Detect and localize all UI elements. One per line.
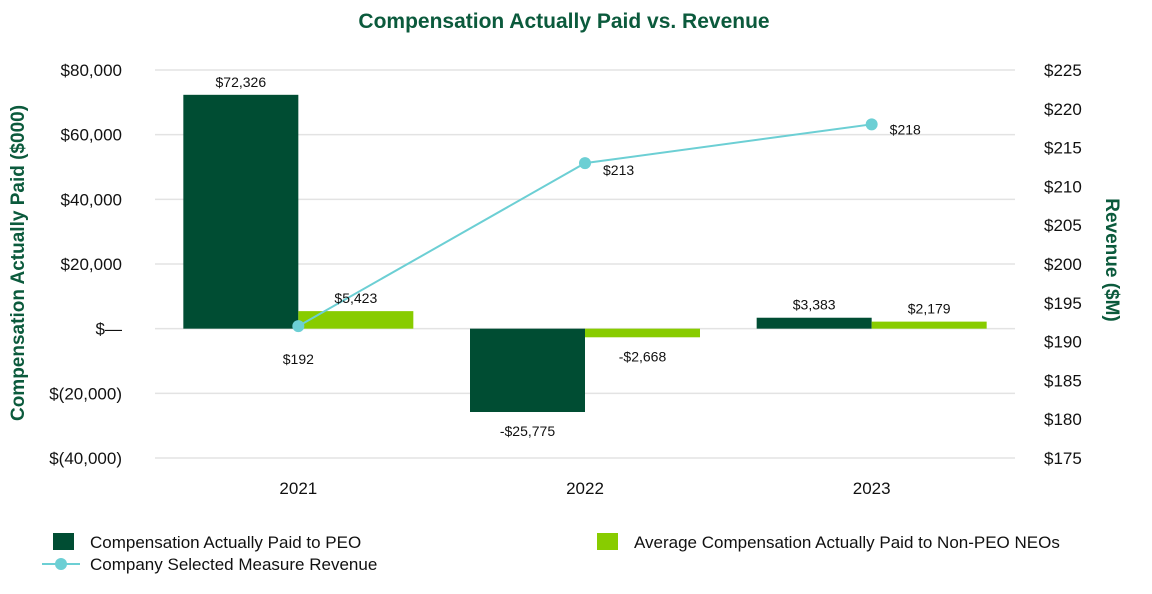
revenue-line-path bbox=[297, 123, 872, 327]
y2-tick-label: $180 bbox=[1044, 410, 1082, 429]
revenue-data-label: $218 bbox=[890, 121, 921, 137]
bar-peo bbox=[756, 317, 872, 329]
x-tick-label: 2023 bbox=[853, 479, 891, 498]
y2-tick-label: $205 bbox=[1044, 216, 1082, 235]
revenue-point bbox=[292, 320, 305, 333]
y-tick-label: $40,000 bbox=[61, 190, 122, 209]
y-tick-label: $(40,000) bbox=[49, 449, 122, 468]
legend-swatch-revenue-marker bbox=[55, 558, 67, 570]
revenue-point bbox=[579, 157, 591, 170]
y2-tick-label: $220 bbox=[1044, 100, 1082, 119]
bars bbox=[183, 94, 987, 413]
y2-tick-label: $185 bbox=[1044, 371, 1082, 390]
y2-tick-label: $200 bbox=[1044, 255, 1082, 274]
legend-label-revenue: Company Selected Measure Revenue bbox=[90, 555, 377, 574]
y2-tick-label: $225 bbox=[1044, 61, 1082, 80]
chart-title: Compensation Actually Paid vs. Revenue bbox=[358, 10, 769, 33]
bar-data-label: -$25,775 bbox=[500, 423, 555, 439]
bar-data-label: $72,326 bbox=[216, 74, 267, 90]
revenue-point bbox=[865, 118, 878, 131]
data-labels: $72,326 -$25,775 $3,383 $5,423 -$2,668 $2,179… bbox=[216, 74, 951, 439]
y2-tick-label: $195 bbox=[1044, 294, 1082, 313]
bar-neo bbox=[871, 321, 987, 329]
legend-label-peo: Compensation Actually Paid to PEO bbox=[90, 533, 361, 552]
bar-neo bbox=[585, 328, 700, 338]
y-tick-label: $(20,000) bbox=[49, 384, 122, 403]
revenue-data-label: $213 bbox=[603, 162, 634, 178]
legend-swatch-peo bbox=[53, 533, 74, 550]
bar-data-label: $3,383 bbox=[793, 297, 836, 313]
y2-axis-title: Revenue ($M) bbox=[1101, 198, 1122, 322]
legend: Compensation Actually Paid to PEO Average… bbox=[42, 533, 1060, 574]
legend-swatch-neo bbox=[597, 533, 618, 550]
y-tick-label: $— bbox=[96, 320, 122, 339]
y-axis-title: Compensation Actually Paid ($000) bbox=[8, 105, 29, 421]
legend-label-neo: Average Compensation Actually Paid to No… bbox=[634, 533, 1060, 552]
y2-tick-label: $175 bbox=[1044, 449, 1082, 468]
x-tick-label: 2022 bbox=[566, 479, 604, 498]
revenue-line bbox=[292, 118, 878, 333]
axis-labels: $80,000 $60,000 $40,000 $20,000 $— $(20,000) $… bbox=[49, 61, 1082, 498]
y-tick-label: $60,000 bbox=[61, 126, 122, 145]
bar-neo bbox=[298, 311, 414, 329]
y2-tick-label: $210 bbox=[1044, 177, 1082, 196]
y2-tick-label: $190 bbox=[1044, 333, 1082, 352]
bar-data-label: $2,179 bbox=[908, 301, 951, 317]
x-tick-label: 2021 bbox=[279, 479, 317, 498]
bar-peo bbox=[183, 94, 299, 329]
bar-data-label: $5,423 bbox=[334, 290, 377, 306]
y-tick-label: $80,000 bbox=[61, 61, 122, 80]
revenue-data-label: $192 bbox=[283, 351, 314, 367]
bar-peo bbox=[470, 328, 585, 413]
y2-tick-label: $215 bbox=[1044, 139, 1082, 158]
y-tick-label: $20,000 bbox=[61, 255, 122, 274]
bar-data-label: -$2,668 bbox=[619, 348, 667, 364]
